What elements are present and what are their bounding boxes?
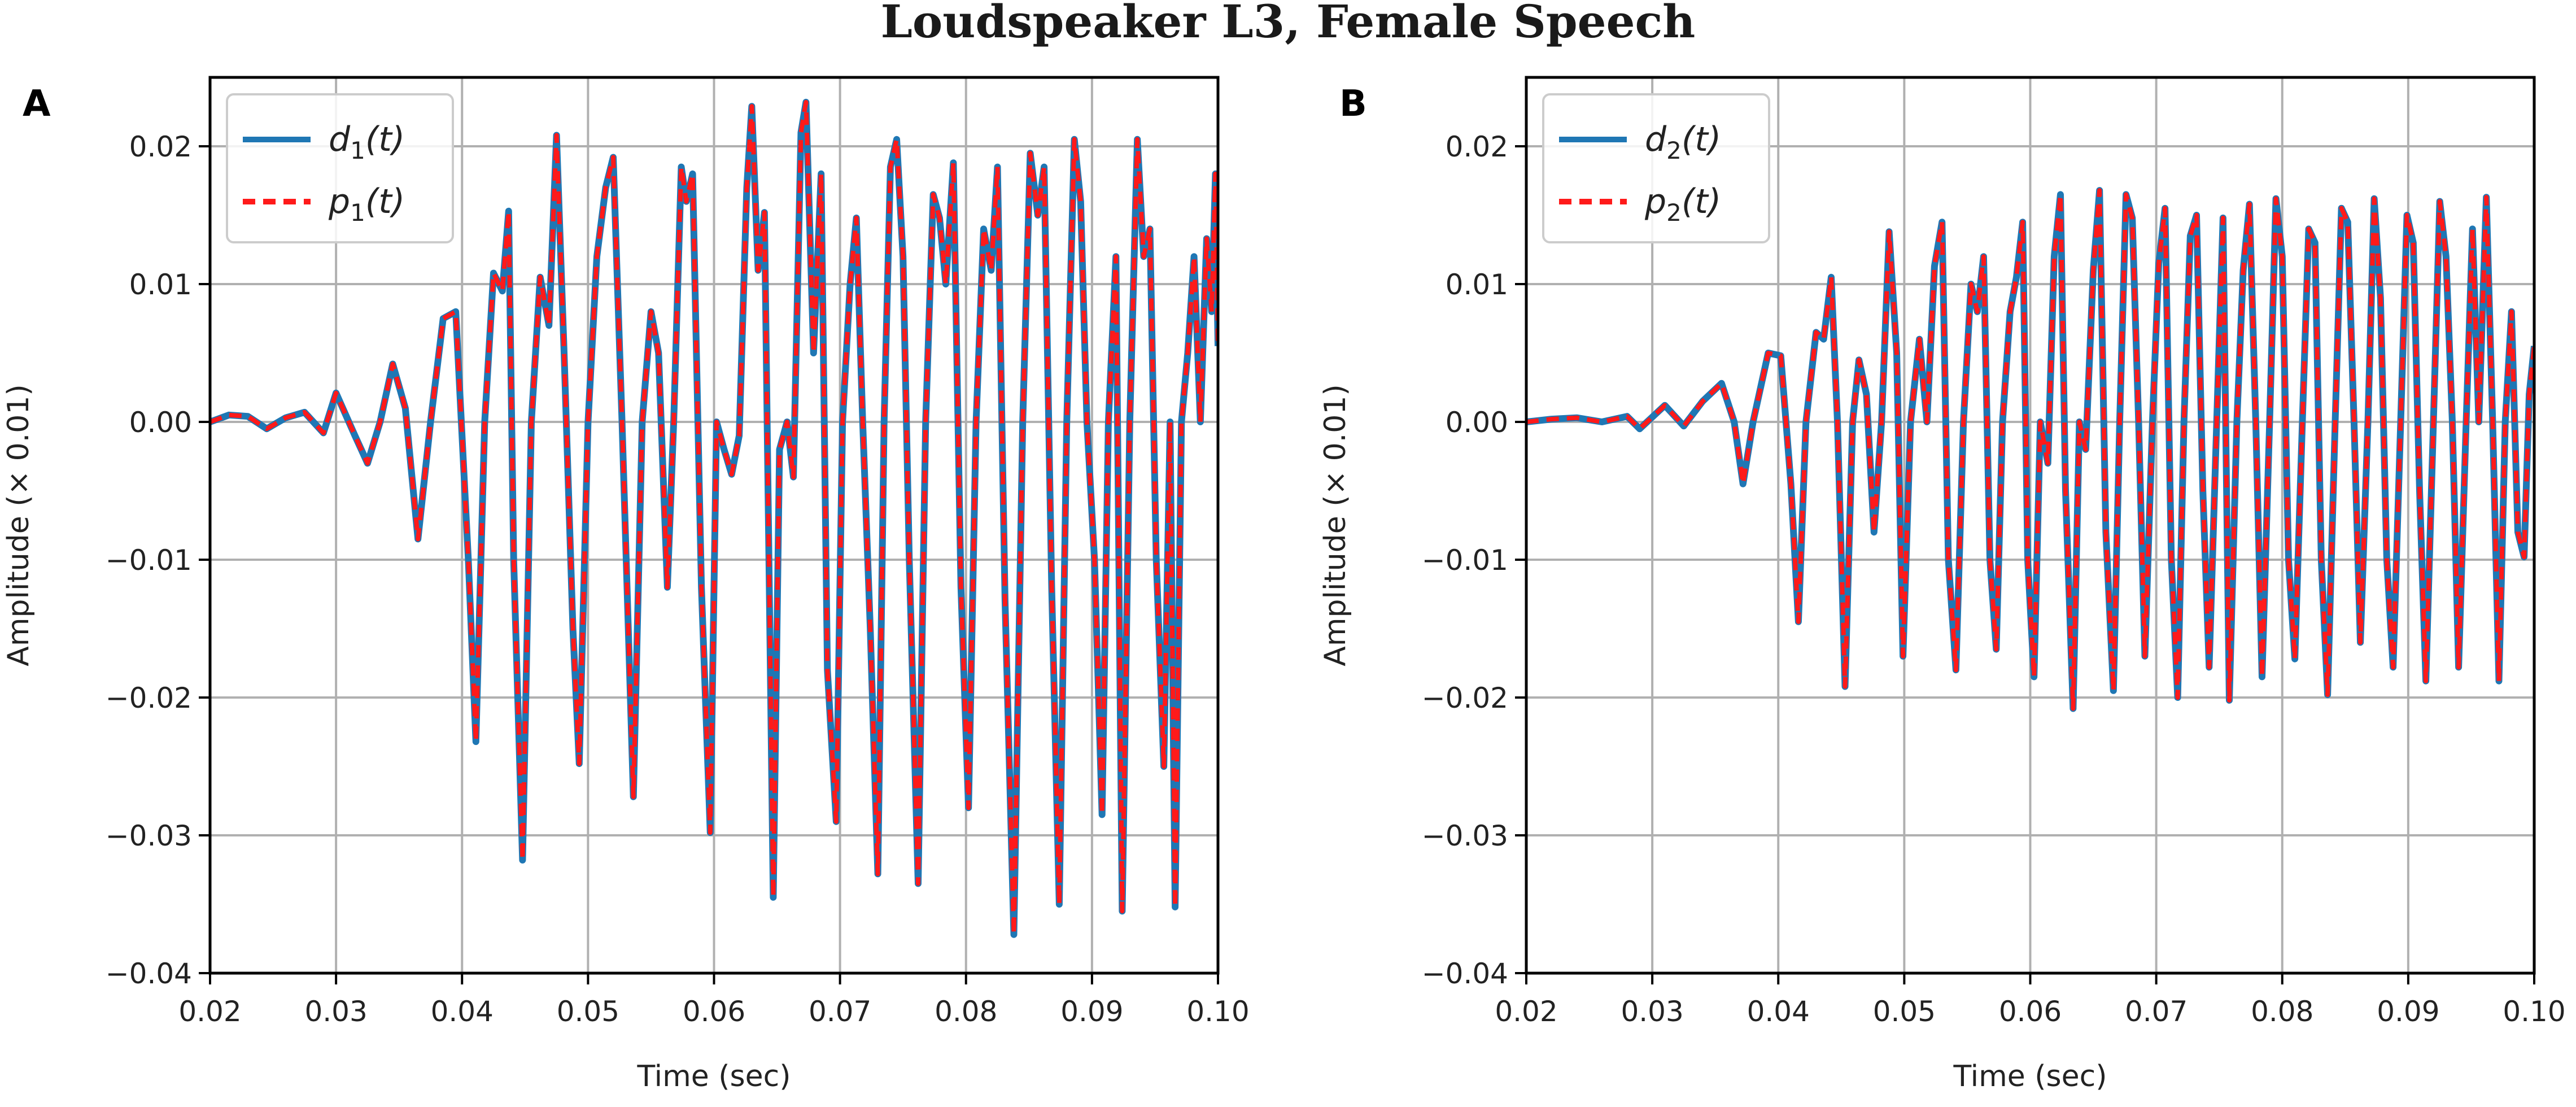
x-axis-label: Time (sec) [636, 1060, 791, 1093]
x-tick-label: 0.02 [1495, 995, 1557, 1028]
legend-label-base: d [1645, 120, 1667, 159]
y-tick-label: −0.01 [1422, 544, 1508, 577]
x-tick-label: 0.05 [557, 995, 619, 1028]
x-tick-label: 0.02 [178, 995, 241, 1028]
x-tick-label: 0.08 [2251, 995, 2313, 1028]
legend-label-subscript: 2 [1666, 137, 1682, 164]
legend-label-arg: (t) [365, 120, 405, 159]
x-tick-label: 0.06 [1999, 995, 2062, 1028]
x-tick-label: 0.06 [683, 995, 745, 1028]
panel-b: B 0.02 0.03 0.04 0.05 0.06 0.07 0.08 0.09 0.10 0.0… [1318, 76, 2566, 1093]
y-tick-label: −0.03 [106, 820, 192, 852]
legend-label-subscript: 1 [350, 199, 365, 226]
y-tick-label: −0.02 [1422, 682, 1508, 714]
figure-title: Loudspeaker L3, Female Speech [881, 0, 1696, 48]
panel-a: A 0.02 0.03 0.04 0.05 0.06 0.07 0.08 0.09 0.10 0.0… [2, 76, 1250, 1093]
x-tick-label: 0.04 [431, 995, 494, 1028]
legend-box [226, 93, 454, 243]
panel-letter-b: B [1339, 83, 1367, 125]
legend-box [1542, 93, 1770, 243]
legend-label-arg: (t) [1682, 182, 1721, 221]
y-tick-label: 0.02 [1446, 130, 1508, 163]
panel-letter-a: A [23, 83, 51, 125]
x-axis-label: Time (sec) [1953, 1060, 2107, 1093]
legend-label-base: p [1644, 182, 1666, 221]
x-tick-label: 0.07 [809, 995, 871, 1028]
y-tick-label: 0.01 [129, 268, 192, 301]
x-tick-label: 0.03 [1621, 995, 1683, 1028]
y-tick-label: −0.01 [106, 544, 192, 577]
x-tick-label: 0.05 [1873, 995, 1936, 1028]
series-line-p1 [210, 99, 1218, 937]
legend-label-base: p [328, 182, 350, 221]
x-tick-label: 0.08 [935, 995, 997, 1028]
y-tick-label: −0.04 [1422, 957, 1508, 990]
legend-label-subscript: 2 [1666, 199, 1682, 226]
series-line-p2 [1526, 188, 2534, 711]
x-tick-label: 0.09 [2377, 995, 2439, 1028]
y-tick-label: 0.02 [129, 130, 192, 163]
y-tick-label: 0.00 [1446, 406, 1508, 439]
y-axis-label: Amplitude (× 0.01) [2, 384, 36, 666]
legend-label-d1: d1(t) [329, 120, 405, 164]
x-tick-label: 0.10 [1186, 995, 1249, 1028]
x-tick-label: 0.04 [1747, 995, 1810, 1028]
legend-label-arg: (t) [1682, 120, 1721, 159]
y-tick-label: −0.04 [106, 957, 192, 990]
x-tick-label: 0.10 [2503, 995, 2565, 1028]
y-tick-label: −0.03 [1422, 820, 1508, 852]
y-axis-label: Amplitude (× 0.01) [1318, 384, 1352, 666]
legend-label-d2: d2(t) [1645, 120, 1721, 164]
y-tick-label: −0.02 [106, 682, 192, 714]
x-tick-label: 0.07 [2125, 995, 2188, 1028]
x-tick-label: 0.03 [304, 995, 367, 1028]
legend-label-p2: p2(t) [1644, 182, 1721, 226]
legend-label-p1: p1(t) [328, 182, 405, 226]
y-tick-label: 0.01 [1446, 268, 1508, 301]
legend-label-subscript: 1 [350, 137, 365, 164]
legend-label-arg: (t) [365, 182, 405, 221]
legend-label-base: d [329, 120, 351, 159]
x-tick-label: 0.09 [1060, 995, 1123, 1028]
y-tick-label: 0.00 [129, 406, 192, 439]
